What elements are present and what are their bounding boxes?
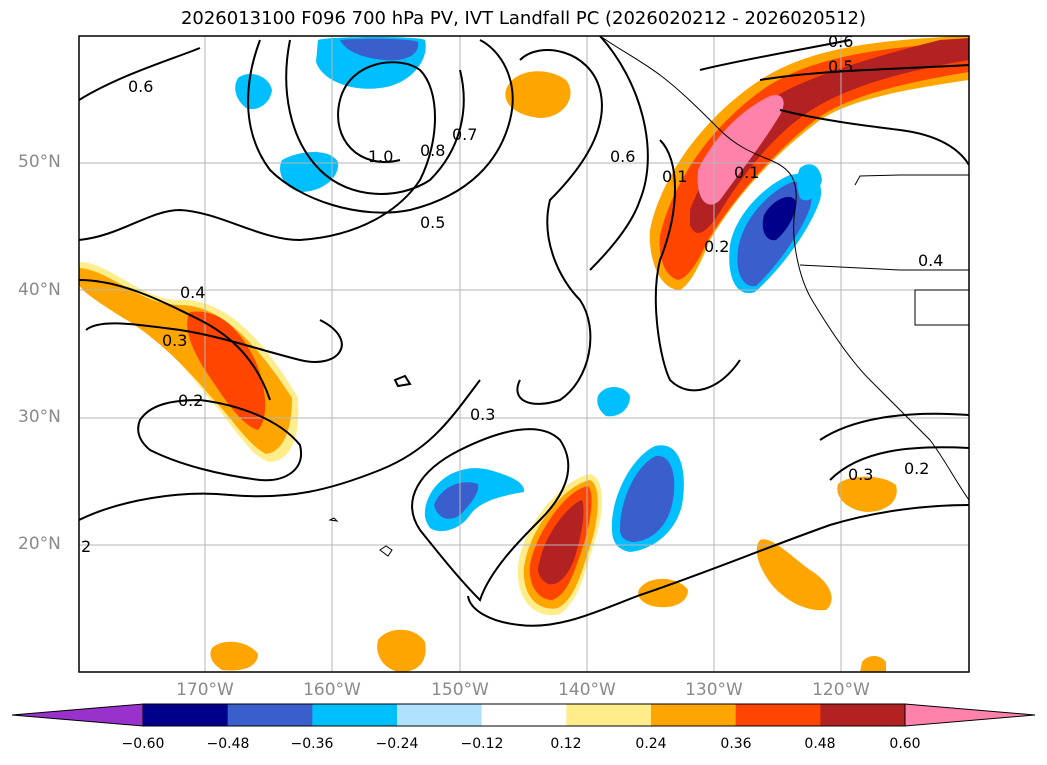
- contour-label: 0.4: [918, 251, 943, 270]
- colorbar-tick: −0.12: [460, 736, 504, 752]
- colorbar-tick: 0.24: [635, 736, 667, 752]
- map-plot: 0.6 1.0 0.8 0.7 0.5 0.6 0.6 0.5 0.4 0.3 …: [78, 32, 970, 673]
- contour-label: 0.8: [420, 141, 445, 160]
- contour-labels: 0.6 1.0 0.8 0.7 0.5 0.6 0.6 0.5 0.4 0.3 …: [81, 32, 943, 556]
- colorbar-extend-min: [11, 703, 144, 727]
- lon-label-130w: 130°W: [685, 680, 743, 700]
- lon-label-160w: 160°W: [303, 680, 361, 700]
- colorbar-tick: −0.36: [290, 736, 334, 752]
- colorbar-tick: 0.12: [550, 736, 582, 752]
- colorbar-extend-max: [904, 703, 1036, 727]
- contour-label: 0.3: [162, 331, 187, 350]
- contour-label: 0.7: [452, 125, 477, 144]
- colorbar-tick: −0.24: [375, 736, 419, 752]
- colorbar-segment: [227, 704, 313, 726]
- graticule: [79, 36, 969, 672]
- contour-label: 0.5: [828, 57, 853, 76]
- coastlines: [328, 36, 969, 557]
- contour-label: 0.1: [662, 167, 687, 186]
- contour-label: 0.2: [178, 391, 203, 410]
- contour-label: 0.2: [704, 237, 729, 256]
- colorbar-segment: [651, 704, 737, 726]
- ar-core: [697, 94, 784, 205]
- colorbar-segment: [312, 704, 398, 726]
- contour-label: 2: [81, 537, 91, 556]
- lat-label-50n: 50°N: [18, 152, 61, 172]
- contour-label: 0.5: [420, 213, 445, 232]
- contour-label: 0.4: [180, 283, 205, 302]
- contour-label: 0.6: [828, 32, 853, 51]
- colorbar-segment: [481, 704, 567, 726]
- colorbar-tick: −0.60: [121, 736, 165, 752]
- contour-label: 0.1: [734, 163, 759, 182]
- lon-label-140w: 140°W: [558, 680, 616, 700]
- contour-label: 0.6: [610, 147, 635, 166]
- lon-label-150w: 150°W: [431, 680, 489, 700]
- contour-label: 0.3: [848, 465, 873, 484]
- contour-label: 0.6: [128, 77, 153, 96]
- colorbar: [11, 703, 1036, 727]
- lon-label-120w: 120°W: [812, 680, 870, 700]
- contour-label: 0.2: [904, 459, 929, 478]
- map-border: [78, 35, 970, 673]
- contour-label: 0.3: [470, 405, 495, 424]
- lat-label-40n: 40°N: [18, 280, 61, 300]
- colorbar-tick: 0.48: [804, 736, 836, 752]
- map-title: 2026013100 F096 700 hPa PV, IVT Landfall…: [180, 8, 867, 29]
- pv-contours: [79, 36, 969, 627]
- colorbar-segment: [820, 704, 906, 726]
- lat-label-20n: 20°N: [18, 534, 61, 554]
- positive-anomaly-north: [505, 71, 571, 118]
- colorbar-tick: 0.60: [889, 736, 921, 752]
- colorbar-tick: 0.36: [720, 736, 752, 752]
- shading-layer: [79, 36, 969, 672]
- contour-label: 1.0: [368, 147, 393, 166]
- colorbar-segment: [566, 704, 652, 726]
- colorbar-segment: [397, 704, 483, 726]
- lon-label-170w: 170°W: [176, 680, 234, 700]
- colorbar-segment: [735, 704, 821, 726]
- lat-label-30n: 30°N: [18, 407, 61, 427]
- colorbar-tick: −0.48: [206, 736, 250, 752]
- colorbar-segment: [143, 704, 229, 726]
